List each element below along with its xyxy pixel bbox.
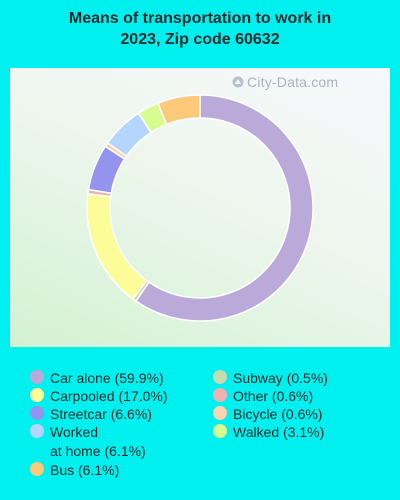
- legend-label: Subway (0.5%): [233, 370, 328, 386]
- watermark: City-Data.com: [232, 74, 338, 90]
- watermark-icon: [232, 76, 244, 88]
- chart-title: Means of transportation to work in 2023,…: [0, 8, 400, 50]
- watermark-text: City-Data.com: [247, 74, 339, 90]
- legend-swatch: [30, 462, 44, 476]
- legend-swatch: [30, 406, 44, 420]
- legend-swatch: [213, 424, 227, 438]
- legend-swatch: [213, 370, 227, 384]
- slice-bus[interactable]: [156, 94, 201, 126]
- legend-label: Worked: [50, 424, 98, 440]
- donut-chart: [86, 94, 314, 322]
- legend-label: Car alone (59.9%): [50, 370, 164, 386]
- legend-label: Walked (3.1%): [233, 424, 325, 440]
- legend-swatch: [30, 424, 44, 438]
- legend-label-line-2: at home (6.1%): [50, 443, 146, 459]
- legend-swatch: [213, 406, 227, 420]
- slice-car-alone[interactable]: [134, 94, 314, 322]
- legend-swatch: [30, 370, 44, 384]
- legend-label: Bus (6.1%): [50, 462, 120, 478]
- legend-label: Bicycle (0.6%): [233, 406, 323, 422]
- legend-label: Other (0.6%): [233, 388, 314, 404]
- chart-title-line-2: 2023, Zip code 60632: [120, 31, 280, 48]
- slice-carpooled[interactable]: [86, 192, 148, 301]
- legend-label: Carpooled (17.0%): [50, 388, 168, 404]
- legend-swatch: [30, 388, 44, 402]
- legend-label: Streetcar (6.6%): [50, 406, 152, 422]
- legend-swatch: [213, 388, 227, 402]
- chart-title-line-1: Means of transportation to work in: [68, 10, 332, 27]
